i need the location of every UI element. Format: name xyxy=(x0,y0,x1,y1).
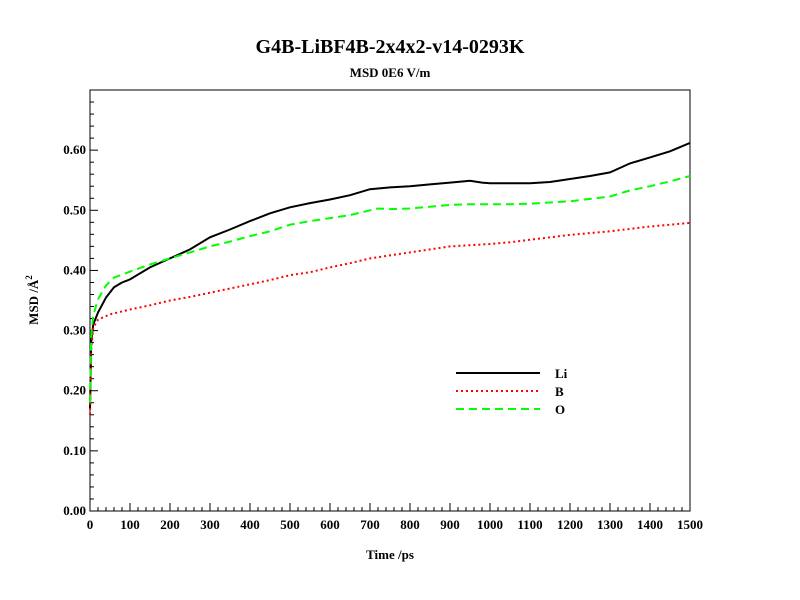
legend-label-li: Li xyxy=(555,366,568,381)
chart-title: G4B-LiBF4B-2x4x2-v14-0293K xyxy=(256,36,525,58)
y-tick-label: 0.60 xyxy=(63,142,86,157)
x-axis-label: Time /ps xyxy=(366,547,414,562)
x-tick-label: 0 xyxy=(87,517,94,532)
x-tick-label: 1200 xyxy=(557,517,583,532)
x-tick-label: 700 xyxy=(360,517,380,532)
x-tick-label: 100 xyxy=(120,517,140,532)
x-tick-label: 1100 xyxy=(517,517,542,532)
x-tick-label: 900 xyxy=(440,517,460,532)
y-tick-label: 0.00 xyxy=(63,503,86,518)
plot-frame xyxy=(89,89,691,512)
x-tick-label: 1400 xyxy=(637,517,663,532)
x-tick-label: 200 xyxy=(160,517,180,532)
y-axis: 0.00 0.10 0.20 0.30 0.40 0.50 0.60 xyxy=(63,101,98,518)
x-tick-label: 300 xyxy=(200,517,220,532)
legend-label-o: O xyxy=(555,402,565,417)
x-tick-label: 800 xyxy=(400,517,420,532)
legend-label-b: B xyxy=(555,384,564,399)
x-tick-label: 500 xyxy=(280,517,300,532)
x-tick-label: 1000 xyxy=(477,517,503,532)
series-line-o xyxy=(89,175,691,403)
x-tick-label: 1300 xyxy=(597,517,623,532)
series-lines xyxy=(89,141,691,415)
y-tick-label: 0.30 xyxy=(63,323,86,338)
series-line-li xyxy=(89,141,691,409)
y-axis-label: MSD /Å2 xyxy=(24,275,41,325)
y-tick-label: 0.50 xyxy=(63,202,86,217)
x-tick-label: 400 xyxy=(240,517,260,532)
legend: Li BO xyxy=(456,366,568,417)
x-tick-label: 600 xyxy=(320,517,340,532)
y-axis-label-superscript: 2 xyxy=(24,275,34,280)
x-tick-label: 1500 xyxy=(677,517,703,532)
y-tick-label: 0.20 xyxy=(63,383,86,398)
y-tick-label: 0.40 xyxy=(63,262,86,277)
x-axis: 0 100 200 300 400 500 600 700 800 900 1000 1100 1200… xyxy=(87,503,703,532)
series-line-b xyxy=(89,221,691,415)
y-tick-label: 0.10 xyxy=(63,443,86,458)
y-axis-label-text: MSD /Å xyxy=(26,279,41,325)
chart-subtitle: MSD 0E6 V/m xyxy=(350,65,431,80)
